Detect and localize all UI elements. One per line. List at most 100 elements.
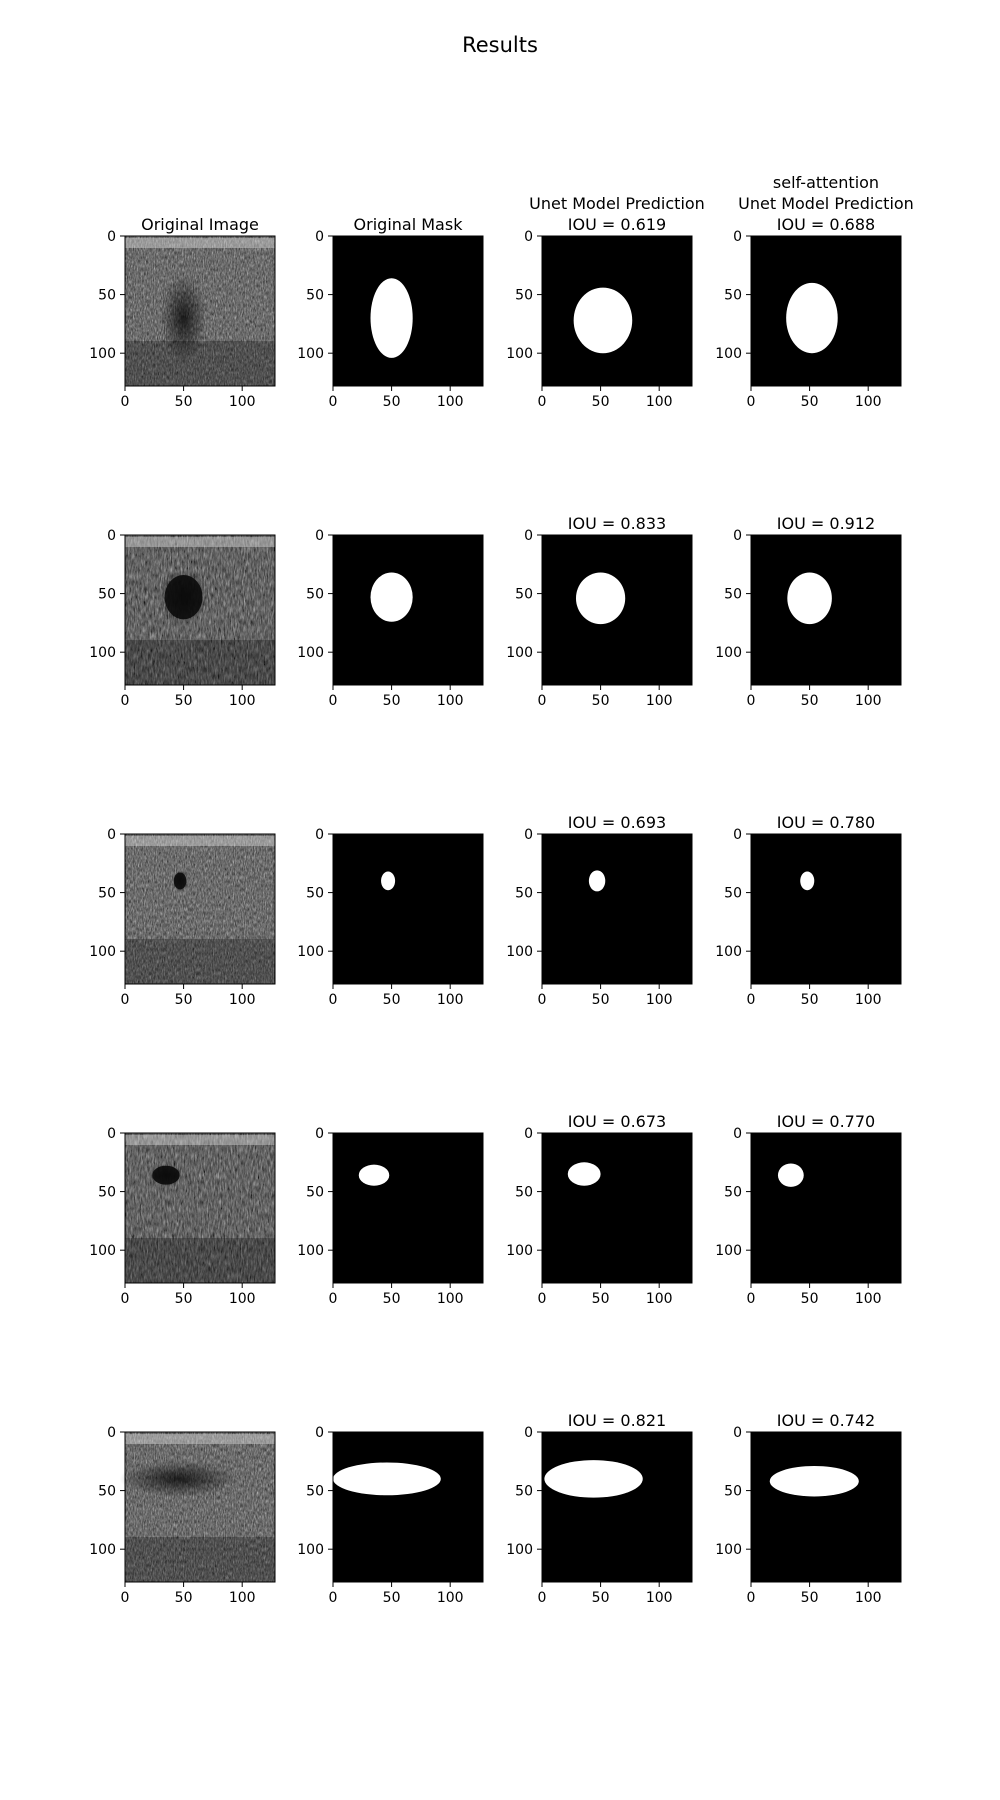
original-image-xtick-label: 0 <box>121 693 130 709</box>
unet-prediction-ytick-label: 100 <box>506 1542 533 1558</box>
ultrasound-depth-shade <box>125 640 275 685</box>
unet-prediction-ytick-label: 0 <box>524 229 533 245</box>
attention-lesion <box>777 1163 804 1187</box>
unet-iou-label: IOU = 0.693 <box>568 813 666 832</box>
original-image-panel: 0 50 100 0 50 100 <box>89 229 276 410</box>
attention-prediction-frame <box>750 833 902 985</box>
figure-title: Results <box>462 33 538 57</box>
ultrasound-skin-layer <box>125 836 275 846</box>
result-row: 0 50 100 0 50 100 0 50 100 0 50 100 0 50 100 0 50 100 IOU … <box>89 1411 902 1606</box>
attention-prediction-panel: 0 50 100 0 50 100 IOU = 0.770 <box>715 1112 902 1307</box>
original-image-frame <box>124 1132 276 1284</box>
attention-prediction-xtick-label: 50 <box>801 394 819 410</box>
unet-background <box>542 1133 692 1283</box>
attention-prediction-frame <box>750 1132 902 1284</box>
mask-background <box>333 1432 483 1582</box>
mask-background <box>333 1133 483 1283</box>
attention-iou-label: IOU = 0.742 <box>777 1411 875 1430</box>
original-image-xtick-label: 0 <box>121 992 130 1008</box>
attention-prediction-xtick-label: 0 <box>747 992 756 1008</box>
ultrasound-speckle <box>125 834 275 984</box>
unet-prediction-panel: 0 50 100 0 50 100 IOU = 0.833 <box>506 514 693 709</box>
original-mask-ytick-label: 100 <box>297 346 324 362</box>
attention-prediction-xtick-label: 50 <box>801 1590 819 1606</box>
unet-prediction-xtick-label: 50 <box>592 693 610 709</box>
ultrasound-skin-layer <box>125 537 275 547</box>
ultrasound-cyst <box>173 872 187 890</box>
ultrasound-skin-layer <box>125 1434 275 1444</box>
attention-prediction-ytick-label: 100 <box>715 645 742 661</box>
attention-prediction-xtick-label: 100 <box>855 394 882 410</box>
original-mask-xtick-label: 50 <box>383 1590 401 1606</box>
original-mask-xtick-label: 0 <box>329 1291 338 1307</box>
attention-prediction-frame <box>750 1431 902 1583</box>
ultrasound-skin-layer <box>125 1135 275 1145</box>
attention-prediction-xtick-label: 100 <box>855 693 882 709</box>
unet-lesion <box>573 287 633 354</box>
unet-prediction-ytick-label: 100 <box>506 1243 533 1259</box>
unet-prediction-ytick-label: 100 <box>506 645 533 661</box>
attention-iou-label: IOU = 0.688 <box>777 215 875 234</box>
original-mask-ytick-label: 50 <box>306 587 324 603</box>
ultrasound-lesion <box>119 1460 239 1497</box>
attention-lesion <box>786 282 838 354</box>
unet-prediction-ytick-label: 0 <box>524 827 533 843</box>
unet-prediction-ytick-label: 0 <box>524 528 533 544</box>
result-row: 0 50 100 0 50 100 0 50 100 0 50 100 0 50 100 0 50 100 IOU … <box>89 813 902 1008</box>
original-image-frame <box>124 833 276 985</box>
unet-prediction-xtick-label: 100 <box>646 693 673 709</box>
ultrasound-depth-shade <box>125 1537 275 1582</box>
result-row: 0 50 100 0 50 100 0 50 100 0 50 100 0 50 100 0 50 100 IOU … <box>89 1112 902 1307</box>
original-image-xtick-label: 50 <box>175 693 193 709</box>
unet-prediction-panel: 0 50 100 0 50 100 IOU = 0.619 <box>506 215 693 410</box>
original-image-ytick-label: 50 <box>98 288 116 304</box>
attention-iou-label: IOU = 0.912 <box>777 514 875 533</box>
original-image-ytick-label: 0 <box>107 1126 116 1142</box>
unet-prediction-panel: 0 50 100 0 50 100 IOU = 0.693 <box>506 813 693 1008</box>
unet-prediction-frame <box>541 833 693 985</box>
unet-prediction-xtick-label: 0 <box>538 394 547 410</box>
unet-prediction-xtick-label: 50 <box>592 1590 610 1606</box>
original-mask-ytick-label: 0 <box>315 528 324 544</box>
original-mask-ytick-label: 50 <box>306 1484 324 1500</box>
mask-lesion <box>358 1164 390 1186</box>
original-mask-ytick-label: 100 <box>297 1243 324 1259</box>
original-mask-ytick-label: 100 <box>297 944 324 960</box>
attention-lesion <box>787 572 832 625</box>
unet-prediction-xtick-label: 0 <box>538 992 547 1008</box>
column-title: Unet Model Prediction <box>529 194 705 213</box>
attention-prediction-ytick-label: 100 <box>715 944 742 960</box>
original-image-xtick-label: 0 <box>121 1291 130 1307</box>
unet-iou-label: IOU = 0.821 <box>568 1411 666 1430</box>
unet-prediction-ytick-label: 0 <box>524 1126 533 1142</box>
original-mask-ytick-label: 100 <box>297 645 324 661</box>
original-mask-frame <box>332 833 484 985</box>
mask-lesion <box>370 572 413 622</box>
unet-iou-label: IOU = 0.833 <box>568 514 666 533</box>
unet-prediction-xtick-label: 100 <box>646 1291 673 1307</box>
original-image-xtick-label: 100 <box>229 992 256 1008</box>
column-title: Original Image <box>141 215 259 234</box>
original-mask-xtick-label: 0 <box>329 394 338 410</box>
original-mask-xtick-label: 0 <box>329 992 338 1008</box>
result-row: 0 50 100 0 50 100 0 50 100 0 50 100 0 50 100 0 50 100 IOU … <box>89 215 902 410</box>
attention-prediction-panel: 0 50 100 0 50 100 IOU = 0.688 <box>715 215 902 410</box>
unet-prediction-ytick-label: 50 <box>515 1484 533 1500</box>
unet-prediction-xtick-label: 50 <box>592 394 610 410</box>
mask-background <box>333 834 483 984</box>
attention-prediction-frame <box>750 235 902 387</box>
original-image-frame <box>124 534 276 686</box>
attention-lesion <box>769 1465 859 1497</box>
original-image-ytick-label: 100 <box>89 1243 116 1259</box>
unet-prediction-frame <box>541 1431 693 1583</box>
unet-lesion <box>588 870 606 892</box>
attention-prediction-ytick-label: 0 <box>733 1425 742 1441</box>
attention-prediction-ytick-label: 50 <box>724 886 742 902</box>
attention-prediction-ytick-label: 0 <box>733 1126 742 1142</box>
attention-background <box>751 834 901 984</box>
mask-lesion <box>370 278 413 358</box>
original-image-ytick-label: 100 <box>89 944 116 960</box>
original-mask-xtick-label: 50 <box>383 992 401 1008</box>
original-image-frame <box>124 235 276 387</box>
